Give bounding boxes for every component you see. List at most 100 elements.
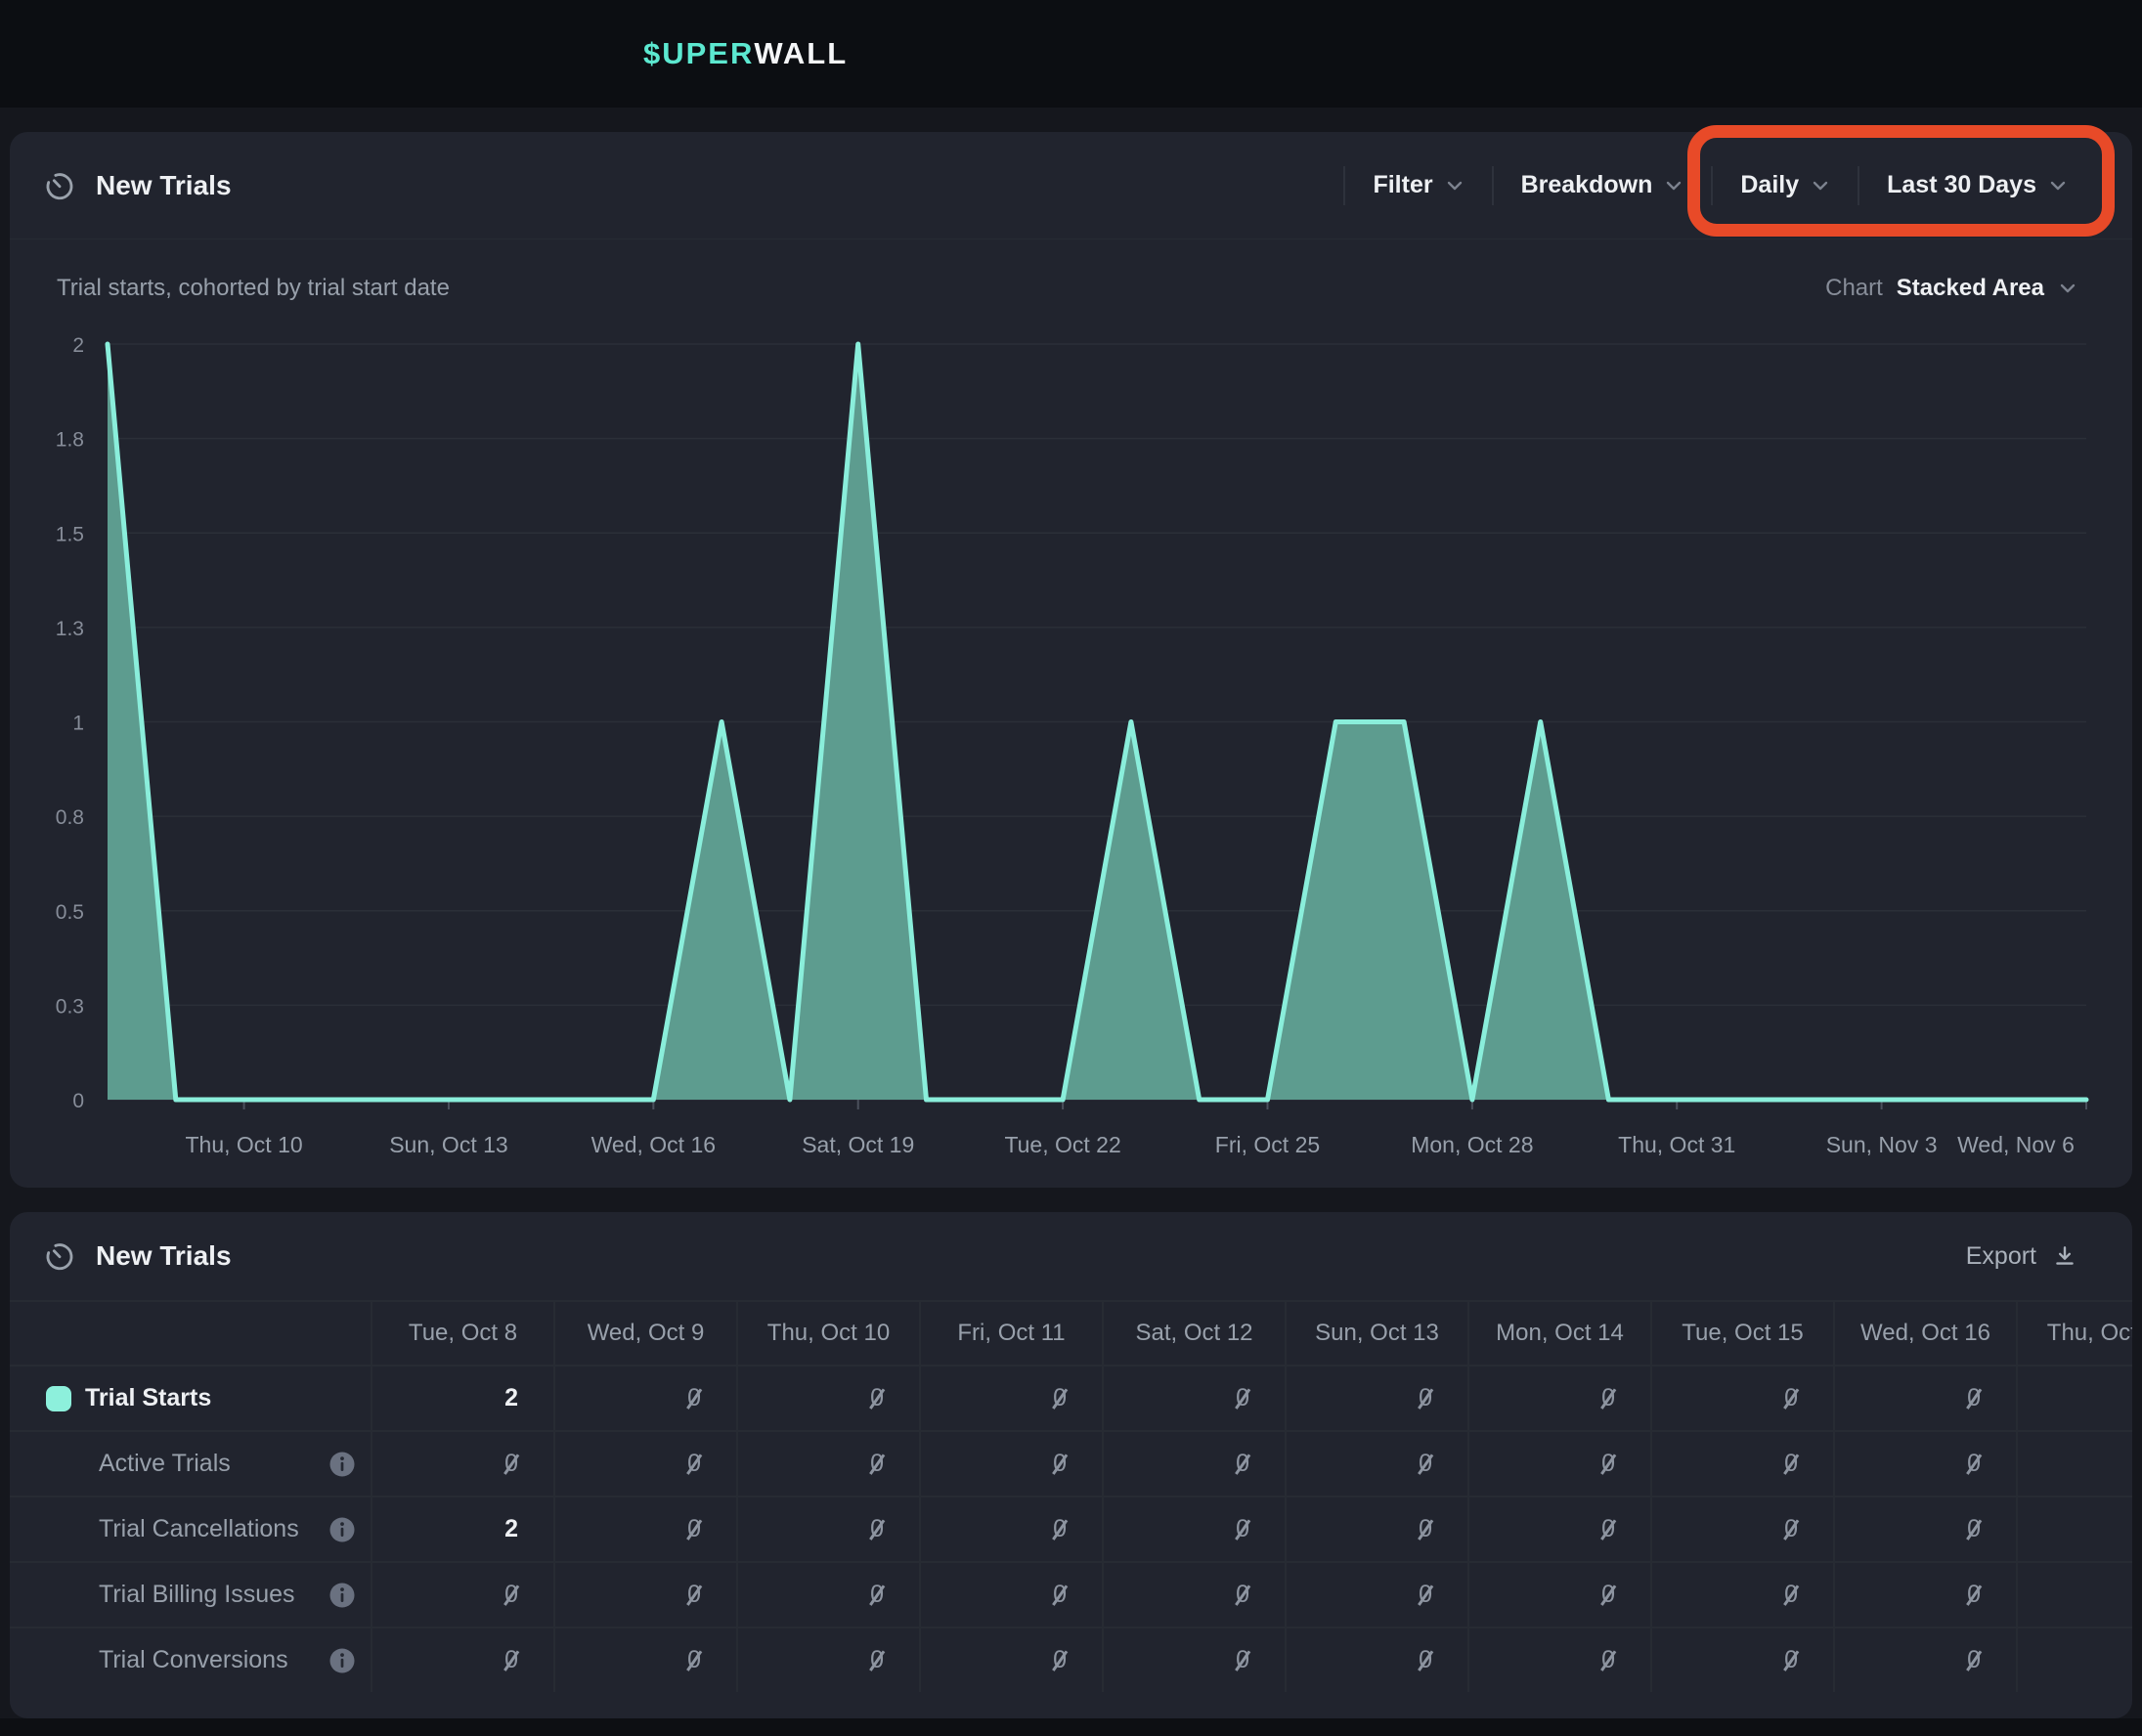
table-cell: 2 <box>371 1367 553 1430</box>
chart-panel-title: New Trials <box>96 169 232 200</box>
row-label: Trial Billing Issues <box>99 1581 295 1608</box>
y-axis-label: 1.3 <box>56 618 84 640</box>
column-header: Mon, Oct 14 <box>1467 1302 1650 1365</box>
breakdown-label: Breakdown <box>1520 171 1653 198</box>
table-panel-title: New Trials <box>96 1240 232 1271</box>
divider <box>1343 165 1346 205</box>
chevron-down-icon <box>1811 180 1830 192</box>
table-row: Trial Billing Issues 0 0 0 0 0 0 0 0 0 <box>10 1561 2132 1627</box>
info-icon[interactable] <box>328 1450 357 1479</box>
column-header: Sun, Oct 13 <box>1285 1302 1467 1365</box>
row-label-cell: Trial Starts <box>10 1367 371 1430</box>
chevron-down-icon <box>1664 180 1683 192</box>
table-cell: 0 <box>1102 1628 1285 1692</box>
column-header: Thu, Oct 17 <box>2016 1302 2132 1365</box>
divider <box>1858 165 1860 205</box>
table-cell: 0 <box>1650 1367 1833 1430</box>
table-cell: 0 <box>919 1367 1102 1430</box>
table-header-row: Tue, Oct 8 Wed, Oct 9 Thu, Oct 10 Fri, Oct … <box>10 1300 2132 1365</box>
table-cell: 0 <box>1467 1497 1650 1561</box>
table-cell: 0 <box>736 1432 919 1496</box>
table-cell <box>2016 1432 2132 1496</box>
table-cell: 0 <box>1650 1497 1833 1561</box>
new-trials-table-panel: New Trials Export Tue, Oct 8 Wed, Oct 9 Th… <box>10 1212 2132 1718</box>
table-row: Trial Conversions 0 0 0 0 0 0 0 0 0 <box>10 1627 2132 1692</box>
row-label: Active Trials <box>99 1450 231 1477</box>
table-cell: 0 <box>1467 1432 1650 1496</box>
row-label: Trial Starts <box>85 1384 212 1411</box>
y-axis-label: 0.8 <box>56 806 84 829</box>
chart-type-label: Chart <box>1825 275 1883 301</box>
y-axis-label: 1 <box>72 713 84 735</box>
table-cell <box>2016 1628 2132 1692</box>
info-icon[interactable] <box>328 1581 357 1610</box>
table-cell: 0 <box>919 1432 1102 1496</box>
x-axis-label: Thu, Oct 10 <box>186 1132 303 1157</box>
table-cell: 0 <box>1467 1563 1650 1627</box>
granularity-button[interactable]: Daily <box>1740 171 1830 199</box>
column-header: Tue, Oct 8 <box>371 1302 553 1365</box>
x-axis-label: Thu, Oct 31 <box>1618 1132 1735 1157</box>
column-header: Thu, Oct 10 <box>736 1302 919 1365</box>
logo-rest-text: WALL <box>754 36 849 70</box>
export-label: Export <box>1965 1241 2036 1270</box>
chart-type-select[interactable]: Chart Stacked Area <box>1825 275 2077 302</box>
divider <box>1491 165 1494 205</box>
row-label: Trial Cancellations <box>99 1515 299 1542</box>
table-cell: 0 <box>1285 1563 1467 1627</box>
row-label: Trial Conversions <box>99 1646 288 1673</box>
table-row: Trial Cancellations 2 0 0 0 0 0 0 0 0 <box>10 1496 2132 1561</box>
divider <box>1711 165 1714 205</box>
table-cell: 2 <box>371 1497 553 1561</box>
column-header: Wed, Oct 9 <box>553 1302 736 1365</box>
x-axis-label: Sun, Oct 13 <box>389 1132 507 1157</box>
chevron-down-icon <box>2048 180 2068 192</box>
table-cell: 0 <box>1650 1432 1833 1496</box>
granularity-label: Daily <box>1740 171 1800 198</box>
table-cell: 0 <box>1467 1367 1650 1430</box>
trial-starts-line <box>105 341 2089 1103</box>
table-cell: 0 <box>553 1367 736 1430</box>
chevron-down-icon <box>2058 282 2077 294</box>
row-label-cell: Trial Conversions <box>10 1628 371 1692</box>
bottom-strip <box>0 1718 2142 1736</box>
filter-button[interactable]: Filter <box>1373 171 1464 199</box>
date-range-button[interactable]: Last 30 Days <box>1887 171 2068 199</box>
x-axis-label: Wed, Oct 16 <box>591 1132 716 1157</box>
table-cell: 0 <box>919 1628 1102 1692</box>
table-cell: 0 <box>1833 1563 2016 1627</box>
chart-subheader: Trial starts, cohorted by trial start da… <box>10 253 2132 324</box>
y-axis-label: 0 <box>72 1090 84 1112</box>
table-cell: 0 <box>736 1563 919 1627</box>
table-cell: 0 <box>736 1497 919 1561</box>
row-label-cell: Trial Cancellations <box>10 1497 371 1561</box>
x-axis-label: Mon, Oct 28 <box>1411 1132 1533 1157</box>
column-header: Wed, Oct 16 <box>1833 1302 2016 1365</box>
table-cell: 0 <box>1833 1628 2016 1692</box>
column-header: Sat, Oct 12 <box>1102 1302 1285 1365</box>
table-cell: 0 <box>919 1563 1102 1627</box>
table-cell: 0 <box>736 1628 919 1692</box>
y-axis-label: 1.5 <box>56 523 84 545</box>
y-axis-label: 0.3 <box>56 995 84 1018</box>
new-trials-chart-panel: New Trials Filter Breakdown Daily <box>10 124 2132 1188</box>
table-cell: 0 <box>1467 1628 1650 1692</box>
timer-icon <box>43 1239 76 1273</box>
download-icon <box>2052 1243 2077 1269</box>
export-button[interactable]: Export <box>1966 1242 2077 1271</box>
table-cell: 0 <box>1833 1367 2016 1430</box>
table-cell: 0 <box>1285 1432 1467 1496</box>
row-label-cell: Active Trials <box>10 1432 371 1496</box>
table-cell: 0 <box>1102 1432 1285 1496</box>
topbar: $UPER WALL <box>0 0 2142 108</box>
trial-starts-area <box>108 344 2086 1100</box>
x-axis-label: Fri, Oct 25 <box>1215 1132 1320 1157</box>
breakdown-button[interactable]: Breakdown <box>1521 171 1684 199</box>
chart-subtitle: Trial starts, cohorted by trial start da… <box>57 275 450 301</box>
info-icon[interactable] <box>328 1515 357 1544</box>
x-axis-label: Tue, Oct 22 <box>1004 1132 1120 1157</box>
info-icon[interactable] <box>328 1646 357 1675</box>
table-cell: 0 <box>1102 1367 1285 1430</box>
table-cell: 0 <box>371 1432 553 1496</box>
table-cell: 0 <box>371 1563 553 1627</box>
